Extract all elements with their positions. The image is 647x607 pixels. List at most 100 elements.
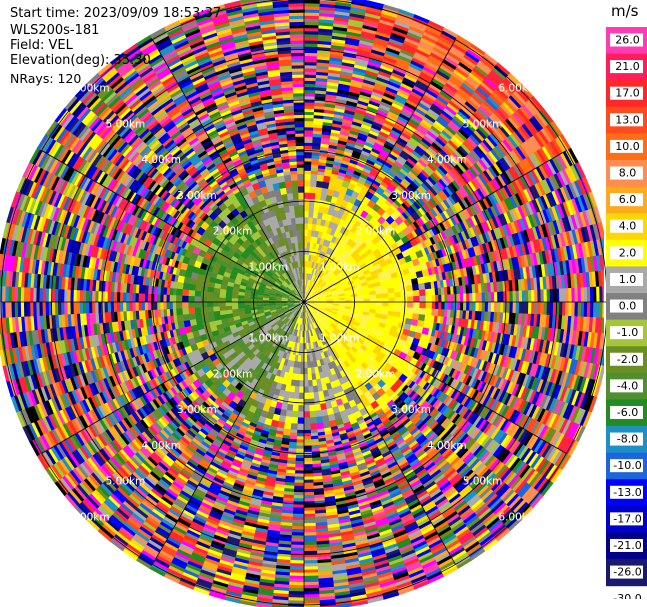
range-gate bbox=[303, 507, 315, 512]
range-gate bbox=[300, 361, 304, 369]
range-gate bbox=[324, 200, 332, 209]
range-gate bbox=[558, 371, 566, 387]
range-gate bbox=[313, 397, 321, 405]
range-gate bbox=[565, 288, 569, 303]
range-gate bbox=[332, 26, 349, 32]
range-gate bbox=[376, 136, 387, 144]
range-gate bbox=[381, 10, 399, 19]
range-gate bbox=[567, 166, 578, 183]
range-gate bbox=[436, 223, 444, 233]
range-gate bbox=[368, 331, 376, 338]
range-gate bbox=[520, 278, 526, 292]
range-gate bbox=[512, 112, 525, 127]
range-gate bbox=[333, 279, 340, 285]
range-gate bbox=[331, 170, 340, 176]
range-gate bbox=[475, 432, 486, 444]
range-gate bbox=[346, 141, 356, 148]
range-gate bbox=[324, 233, 331, 241]
range-gate bbox=[456, 417, 466, 429]
range-gate bbox=[520, 142, 532, 157]
range-gate bbox=[487, 251, 494, 263]
range-gate bbox=[472, 255, 479, 267]
range-gate bbox=[439, 64, 454, 76]
range-gate bbox=[307, 299, 315, 302]
range-gate bbox=[514, 313, 520, 326]
range-gate bbox=[377, 215, 387, 225]
range-gate bbox=[484, 384, 493, 397]
range-gate bbox=[472, 302, 476, 312]
range-gate bbox=[429, 52, 445, 63]
range-gate bbox=[357, 259, 365, 267]
range-gate bbox=[396, 197, 404, 206]
range-gate bbox=[480, 263, 487, 275]
range-gate bbox=[377, 186, 386, 194]
range-gate bbox=[464, 51, 481, 64]
range-gate bbox=[464, 77, 480, 90]
range-gate bbox=[565, 184, 575, 201]
range-gate bbox=[496, 312, 501, 324]
range-gate bbox=[530, 95, 545, 111]
range-gate bbox=[307, 229, 312, 237]
range-gate bbox=[470, 378, 479, 389]
range-gate bbox=[393, 23, 410, 33]
range-gate bbox=[481, 243, 489, 255]
range-gate bbox=[487, 398, 496, 411]
range-gate bbox=[543, 126, 556, 142]
range-gate bbox=[428, 127, 440, 138]
range-gate bbox=[304, 24, 320, 29]
range-gate bbox=[586, 347, 594, 364]
range-gate bbox=[308, 279, 312, 287]
range-gate bbox=[307, 303, 314, 307]
range-gate bbox=[530, 420, 541, 436]
range-gate bbox=[381, 98, 394, 106]
range-gate bbox=[501, 452, 514, 466]
range-gate bbox=[352, 277, 361, 283]
range-gate bbox=[354, 280, 362, 286]
range-gate bbox=[347, 182, 357, 191]
range-gate bbox=[487, 95, 501, 109]
range-gate bbox=[583, 302, 588, 318]
range-gate bbox=[351, 120, 363, 128]
range-gate bbox=[527, 302, 532, 315]
range-gate bbox=[338, 303, 346, 307]
range-gate bbox=[411, 165, 422, 175]
range-gate bbox=[375, 189, 384, 196]
range-gate bbox=[445, 172, 455, 183]
range-gate bbox=[331, 266, 338, 273]
range-gate bbox=[596, 302, 600, 319]
range-gate bbox=[559, 170, 569, 187]
range-gate bbox=[306, 294, 313, 300]
range-gate bbox=[306, 293, 311, 299]
range-gate bbox=[453, 40, 470, 52]
range-gate bbox=[415, 270, 424, 279]
range-gate bbox=[417, 197, 426, 207]
range-gate bbox=[313, 296, 320, 299]
range-gate bbox=[368, 266, 376, 273]
range-gate bbox=[470, 70, 485, 83]
range-gate bbox=[447, 377, 455, 387]
range-gate bbox=[469, 134, 481, 147]
range-gate bbox=[439, 222, 447, 232]
range-gate bbox=[464, 355, 471, 366]
range-gate bbox=[369, 298, 377, 303]
range-gate bbox=[394, 160, 404, 169]
range-gate bbox=[487, 352, 494, 364]
range-gate bbox=[391, 29, 408, 38]
range-gate bbox=[442, 395, 451, 406]
range-gate bbox=[562, 288, 566, 303]
range-gate bbox=[354, 265, 362, 273]
range-gate bbox=[395, 93, 408, 103]
range-gate bbox=[344, 173, 353, 180]
range-gate bbox=[346, 238, 354, 247]
range-gate bbox=[303, 392, 310, 400]
range-gate bbox=[303, 436, 312, 440]
range-gate bbox=[304, 108, 315, 113]
range-gate bbox=[505, 408, 516, 422]
range-gate bbox=[334, 281, 342, 287]
range-gate bbox=[462, 184, 472, 196]
range-gate bbox=[382, 297, 389, 303]
range-gate bbox=[536, 378, 545, 394]
range-gate bbox=[478, 211, 487, 223]
range-gate bbox=[573, 391, 583, 408]
range-gate bbox=[562, 150, 574, 168]
